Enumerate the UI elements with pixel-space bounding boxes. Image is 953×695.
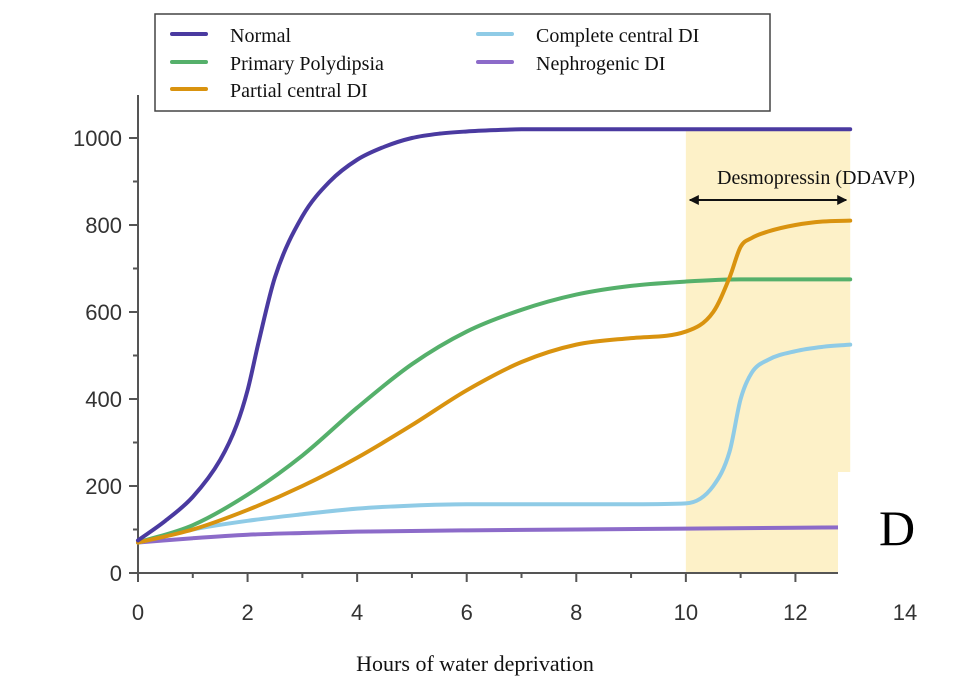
x-tick-label: 6	[461, 600, 473, 625]
panel-label-background	[838, 472, 953, 582]
legend-box	[154, 13, 771, 112]
series-lines	[136, 127, 853, 545]
x-tick-label: 10	[674, 600, 698, 625]
y-tick-label: 200	[85, 474, 122, 499]
legend: Normal Primary Polydipsia Partial central …	[154, 13, 771, 112]
desmopressin-shaded-region	[685, 128, 851, 573]
legend-label-normal: Normal	[230, 25, 292, 47]
y-axis-ticks: 0 200 400 600 800 1000	[73, 126, 138, 586]
y-tick-label: 800	[85, 213, 122, 238]
x-axis-ticks: 0 2 4 6 8 10 12 14	[132, 573, 917, 625]
series-line-partial-central-di	[136, 218, 853, 545]
x-tick-label: 4	[351, 600, 363, 625]
x-axis-label: Hours of water deprivation	[356, 651, 594, 676]
y-tick-label: 600	[85, 300, 122, 325]
legend-label-primary-polydipsia: Primary Polydipsia	[230, 53, 384, 75]
series-line-normal	[136, 127, 853, 543]
desmopressin-annotation: Desmopressin (DDAVP)	[688, 167, 915, 205]
series-line-complete-central-di	[136, 342, 853, 545]
series-line-primary-polydipsia	[136, 277, 853, 545]
y-tick-label: 0	[110, 561, 122, 586]
legend-label-complete-central-di: Complete central DI	[536, 25, 699, 47]
legend-label-nephrogenic-di: Nephrogenic DI	[536, 53, 665, 75]
x-tick-label: 14	[893, 600, 917, 625]
desmopressin-label: Desmopressin (DDAVP)	[717, 167, 915, 189]
legend-label-partial-central-di: Partial central DI	[230, 80, 368, 102]
x-tick-label: 0	[132, 600, 144, 625]
x-tick-label: 8	[570, 600, 582, 625]
panel-label: D	[879, 500, 915, 556]
series-line-nephrogenic-di	[136, 525, 853, 545]
x-tick-label: 12	[783, 600, 807, 625]
axes: 0 200 400 600 800 1000 0 2 4 6 8 10 12 14	[73, 95, 917, 625]
y-tick-label: 400	[85, 387, 122, 412]
x-tick-label: 2	[241, 600, 253, 625]
y-tick-label: 1000	[73, 126, 122, 151]
